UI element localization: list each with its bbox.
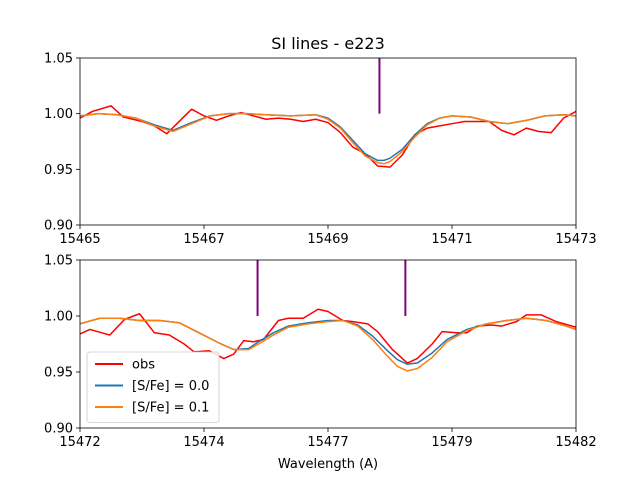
legend: obs [S/Fe] = 0.0 [S/Fe] = 0.1 (86, 351, 220, 423)
bottom-xtick-label: 15474 (183, 435, 224, 450)
top-ytick-label: 0.95 (44, 163, 73, 178)
bottom-x-axis-label: Wavelength (A) (278, 457, 378, 472)
legend-label-s-fe-0-1: [S/Fe] = 0.1 (132, 401, 209, 416)
top-panel: 15465 15467 15469 15471 15473 0.90 0.95 1.00 1.0… (44, 34, 597, 247)
bottom-xtick-label: 15472 (59, 435, 100, 450)
bottom-ytick-label: 0.95 (44, 366, 73, 381)
bottom-series-obs-line (80, 308, 576, 364)
top-series-group (80, 105, 576, 168)
legend-label-obs: obs (132, 358, 155, 373)
bottom-xtick-label: 15477 (307, 435, 348, 450)
top-series-obs-line (80, 105, 576, 168)
bottom-panel: 15472 15474 15477 15479 15482 0.90 0.95 1.00 1.0… (44, 254, 597, 473)
top-xtick-label: 15471 (431, 232, 472, 247)
bottom-xtick-label: 15479 (431, 435, 472, 450)
top-ytick-label: 1.00 (44, 107, 73, 122)
top-ytick-label: 1.05 (44, 52, 73, 67)
bottom-ytick-label: 1.05 (44, 254, 73, 269)
top-xtick-label: 15473 (555, 232, 596, 247)
legend-label-s-fe-0-0: [S/Fe] = 0.0 (132, 379, 209, 394)
top-xtick-label: 15469 (307, 232, 348, 247)
top-xtick-label: 15467 (183, 232, 224, 247)
top-chart-title: SI lines - e223 (271, 34, 385, 53)
bottom-series-s-fe-0-1-line (80, 317, 576, 372)
bottom-xtick-label: 15482 (555, 435, 596, 450)
top-ytick-label: 0.90 (44, 219, 73, 234)
bottom-ytick-label: 1.00 (44, 310, 73, 325)
legend-box (86, 351, 220, 423)
bottom-series-group (80, 308, 576, 372)
top-series-model-2-line (80, 112, 576, 165)
bottom-ytick-label: 0.90 (44, 422, 73, 437)
top-xtick-label: 15465 (59, 232, 100, 247)
